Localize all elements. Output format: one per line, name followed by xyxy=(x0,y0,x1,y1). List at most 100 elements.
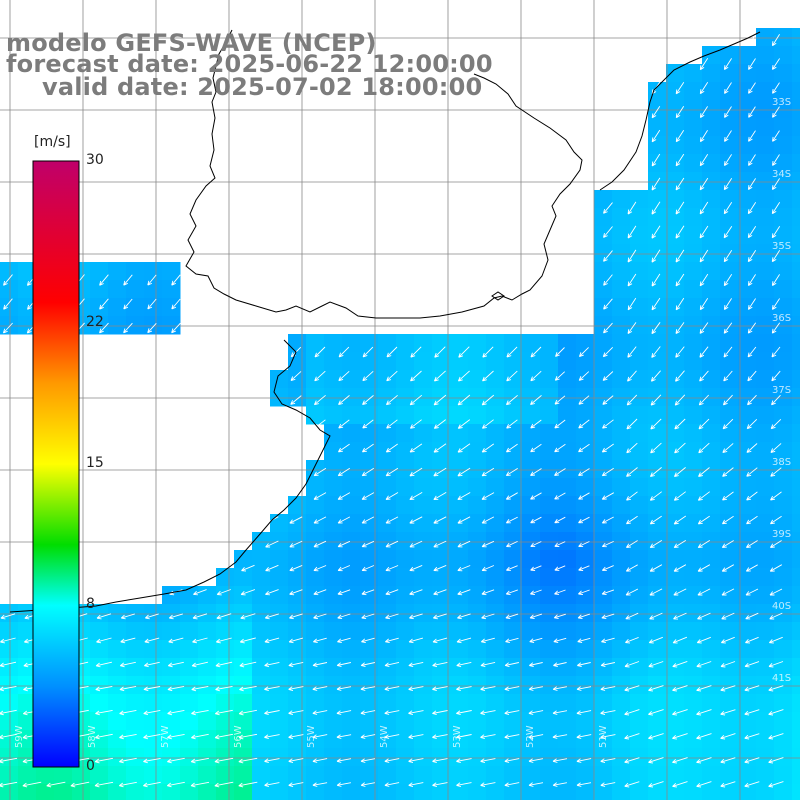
wind-cell xyxy=(504,730,523,749)
wind-cell xyxy=(0,604,19,623)
wind-cell xyxy=(468,496,487,515)
wind-cell xyxy=(270,532,289,551)
wind-cell xyxy=(144,316,163,335)
wind-arrow xyxy=(239,685,257,692)
wind-cell xyxy=(414,496,433,515)
wind-cell xyxy=(648,424,667,443)
wind-cell xyxy=(576,550,595,569)
wind-cell xyxy=(720,694,739,713)
wind-cell xyxy=(396,406,415,425)
wind-cell xyxy=(594,748,613,767)
wind-arrow xyxy=(384,661,400,668)
wind-cell xyxy=(270,784,289,800)
wind-cell xyxy=(738,658,757,677)
wind-arrow xyxy=(675,81,685,95)
wind-cell xyxy=(702,406,721,425)
wind-arrow xyxy=(672,660,688,668)
wind-cell xyxy=(684,532,703,551)
wind-cell xyxy=(738,226,757,245)
wind-cell xyxy=(738,190,757,209)
wind-cell xyxy=(558,748,577,767)
wind-arrow xyxy=(768,636,783,644)
latitude-label: 40S xyxy=(772,601,792,612)
wind-arrow xyxy=(626,394,638,406)
wind-cell xyxy=(648,514,667,533)
wind-arrow xyxy=(409,589,423,596)
wind-cell xyxy=(270,712,289,731)
wind-cell xyxy=(666,640,685,659)
wind-arrow xyxy=(409,443,423,453)
wind-cell xyxy=(288,586,307,605)
wind-cell xyxy=(450,730,469,749)
wind-cell xyxy=(774,622,793,641)
wind-arrow xyxy=(409,516,423,524)
wind-cell xyxy=(666,262,685,281)
wind-cell xyxy=(162,694,181,713)
wind-cell xyxy=(720,478,739,497)
latitude-label: 37S xyxy=(772,385,792,396)
wind-cell xyxy=(270,748,289,767)
wind-cell xyxy=(702,352,721,371)
wind-cell xyxy=(774,100,793,119)
wind-cell xyxy=(450,658,469,677)
wind-cell xyxy=(738,46,757,65)
wind-arrow xyxy=(697,540,711,549)
wind-cell xyxy=(486,604,505,623)
wind-arrow xyxy=(601,516,614,524)
wind-cell xyxy=(558,406,577,425)
wind-cell xyxy=(756,442,775,461)
wind-cell xyxy=(666,748,685,767)
wind-arrow xyxy=(673,540,687,549)
wind-cell xyxy=(720,712,739,731)
wind-arrow xyxy=(554,492,566,500)
wind-cell xyxy=(234,730,253,749)
wind-arrow xyxy=(603,202,613,214)
wind-arrow xyxy=(747,178,756,190)
wind-arrow xyxy=(648,636,663,644)
wind-cell xyxy=(612,190,631,209)
wind-cell xyxy=(396,748,415,767)
wind-arrow xyxy=(480,710,496,716)
wind-cell xyxy=(630,532,649,551)
wind-arrow xyxy=(457,370,470,382)
wind-cell xyxy=(702,478,721,497)
title-model: modelo GEFS-WAVE (NCEP) xyxy=(6,29,377,57)
wind-arrow xyxy=(95,709,113,716)
wind-arrow xyxy=(673,588,687,596)
wind-arrow xyxy=(457,613,471,620)
wind-cell xyxy=(162,730,181,749)
wind-cell xyxy=(684,226,703,245)
wind-cell xyxy=(378,640,397,659)
wind-cell xyxy=(414,586,433,605)
wind-arrow xyxy=(409,394,423,406)
wind-cell xyxy=(486,568,505,587)
wind-cell xyxy=(216,712,235,731)
wind-arrow xyxy=(433,516,447,524)
wind-arrow xyxy=(264,710,280,716)
wind-cell xyxy=(414,712,433,731)
wind-arrow xyxy=(697,588,711,596)
wind-cell xyxy=(324,766,343,785)
wind-cell xyxy=(738,82,757,101)
wind-cell xyxy=(630,496,649,515)
latitude-label: 38S xyxy=(772,457,792,468)
wind-cell xyxy=(162,604,181,623)
wind-cell xyxy=(360,334,379,353)
wind-cell xyxy=(648,334,667,353)
wind-cell xyxy=(396,766,415,785)
wind-cell xyxy=(324,712,343,731)
wind-cell xyxy=(288,748,307,767)
wind-arrow xyxy=(721,612,735,620)
wind-cell xyxy=(630,370,649,389)
wind-cell xyxy=(756,82,775,101)
wind-arrow xyxy=(771,202,781,215)
wind-cell xyxy=(666,784,685,800)
wind-arrow xyxy=(0,733,17,740)
wind-cell xyxy=(648,154,667,173)
wind-cell xyxy=(792,388,800,407)
wind-cell xyxy=(540,406,559,425)
wind-cell xyxy=(684,442,703,461)
wind-arrow xyxy=(554,516,566,524)
wind-arrow xyxy=(456,686,472,692)
wind-cell xyxy=(738,352,757,371)
